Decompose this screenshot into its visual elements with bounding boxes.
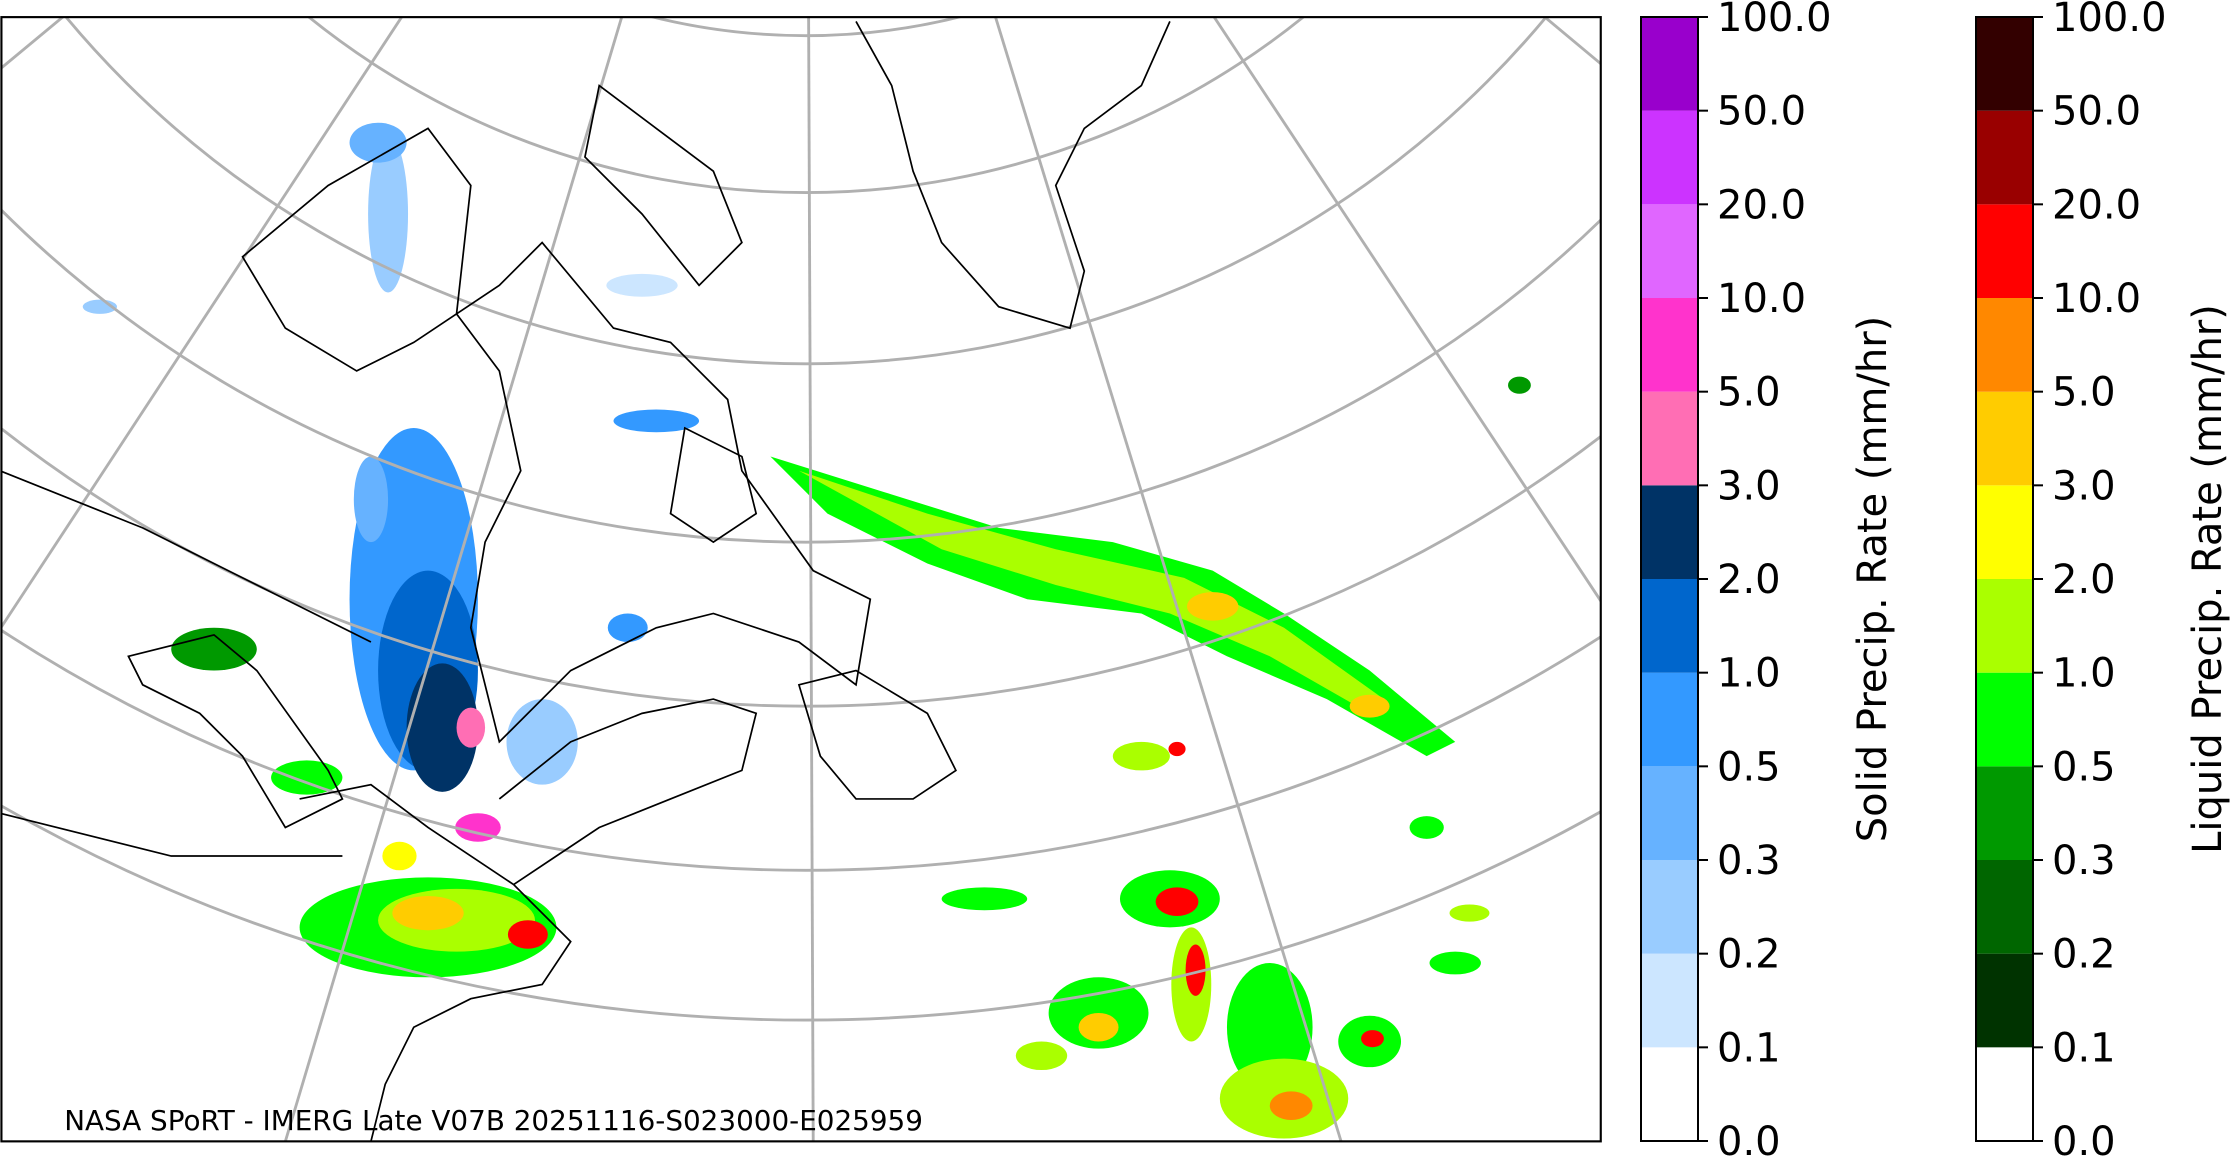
colorbar-tick-label: 10.0 [1717,276,1806,322]
colorbar-tick-label: 0.1 [2052,1025,2116,1071]
colorbar-tick-label: 50.0 [1717,89,1806,135]
colorbar-tick-label: 0.2 [2052,932,2116,978]
colorbar-segment [1976,298,2033,392]
colorbar-tick-label: 0.2 [1717,932,1781,978]
colorbar-segment [1641,766,1698,860]
colorbar-segment [1976,485,2033,579]
colorbar-tick-label: 0.0 [1717,1119,1781,1165]
colorbar-tick-label: 0.1 [1717,1025,1781,1071]
colorbar-segment [1976,579,2033,673]
liquid-precip [171,376,1531,1139]
colorbar-tick-label: 3.0 [2052,463,2116,509]
colorbar-label: Liquid Precip. Rate (mm/hr) [2185,304,2231,854]
colorbar-tick-label: 0.5 [1717,744,1781,790]
colorbar-segment [1641,110,1698,205]
colorbar-tick-label: 20.0 [1717,182,1806,228]
colorbar-segment [1641,579,1698,673]
colorbar-segment [1976,204,2033,298]
map [1,17,1601,1142]
colorbar-tick-label: 1.0 [2052,651,2116,697]
colorbar-segment [1641,860,1698,954]
colorbar-segment [1976,391,2033,486]
colorbar-segment [1976,110,2033,205]
colorbar-segment [1976,672,2033,767]
colorbar-tick-label: 10.0 [2052,276,2141,322]
colorbar-segment [1641,672,1698,767]
colorbars: 0.0 0.1 0.2 0.3 0.5 1.0 2.0 3.0 5.0 10.0 20.0 50.0 1… [1640,0,2231,1165]
colorbar-tick-label: 2.0 [1717,557,1781,603]
colorbar-tick-label: 5.0 [2052,370,2116,416]
coastlines [1,20,1171,1142]
colorbar-segment [1641,298,1698,392]
map-background [1,17,1601,1142]
colorbar-label: Solid Precip. Rate (mm/hr) [1850,316,1896,843]
colorbar-segment [1641,204,1698,298]
colorbar-segment [1976,17,2033,111]
colorbar-tick-label: 2.0 [2052,557,2116,603]
colorbar-segment [1641,1047,1698,1141]
colorbar-segment [1641,17,1698,111]
solid-precip [82,122,700,842]
colorbar-tick-label: 20.0 [2052,182,2141,228]
colorbar-tick-label: 100.0 [1717,0,1832,41]
map-scale: NASA SPoRT - IMERG Late V07B 20251116-S0… [0,16,1602,1143]
colorbar-segment [1976,953,2033,1048]
colorbar-tick-label: 50.0 [2052,89,2141,135]
colorbar-segment [1976,766,2033,860]
colorbar-segment [1976,860,2033,954]
colorbar-tick-label: 100.0 [2052,0,2167,41]
colorbar-segment [1641,485,1698,579]
colorbar-tick-label: 0.3 [2052,838,2116,884]
colorbar-tick-label: 3.0 [1717,463,1781,509]
colorbar-tick-label: 0.5 [2052,744,2116,790]
colorbar-tick-label: 0.0 [2052,1119,2116,1165]
colorbar-tick-label: 1.0 [1717,651,1781,697]
colorbar-segment [1976,1047,2033,1141]
colorbar-tick-label: 5.0 [1717,370,1781,416]
colorbar-segment [1641,391,1698,486]
map-caption: NASA SPoRT - IMERG Late V07B 20251116-S0… [64,1104,923,1137]
map-frame [0,16,1602,1143]
colorbar-segment [1641,953,1698,1048]
colorbar-tick-label: 0.3 [1717,838,1781,884]
